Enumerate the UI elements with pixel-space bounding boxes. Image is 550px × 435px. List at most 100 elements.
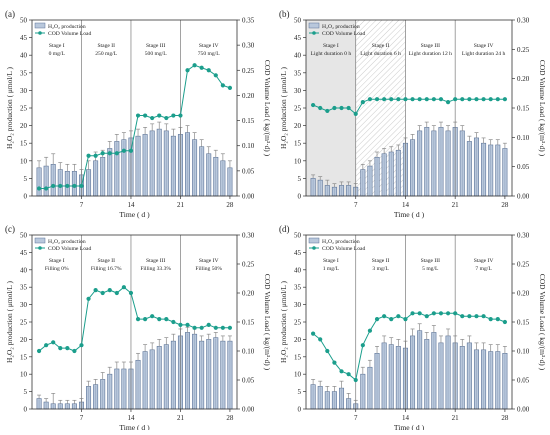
cod-point-day-15 — [135, 317, 141, 322]
cod-point-day-4 — [332, 105, 337, 111]
right-axis-title: COD Volume Load ( kg/(m³·d) ) — [263, 274, 272, 371]
stage-label-4-line-1: Stage IV — [474, 258, 494, 264]
right-tick-label-0.25: 0.25 — [517, 46, 530, 54]
stage-label-2-line-1: Stage II — [97, 43, 115, 49]
x-tick-label-28: 28 — [226, 201, 234, 209]
legend-line-marker — [38, 246, 42, 250]
cod-point-day-12 — [389, 317, 394, 322]
right-tick-label-0.30: 0.30 — [517, 17, 530, 25]
left-tick-label-30: 30 — [294, 301, 302, 309]
left-tick-label-15: 15 — [20, 353, 28, 361]
cod-point-day-10 — [374, 317, 380, 322]
left-tick-label-5: 5 — [24, 175, 28, 183]
cod-point-day-25 — [481, 314, 486, 319]
cod-point-day-11 — [107, 288, 112, 293]
cod-point-day-9 — [367, 328, 373, 333]
cod-point-day-25 — [206, 322, 211, 327]
stage-label-2-line-1: Stage II — [97, 258, 115, 264]
cod-point-day-23 — [192, 325, 197, 330]
stage-label-2-line-2: 3 mg/L — [372, 266, 389, 272]
right-tick-label-0.10: 0.10 — [242, 142, 255, 150]
left-axis-title: H₂O₂ production ( μmol/L ) — [5, 67, 14, 149]
cod-point-day-17 — [424, 97, 429, 102]
left-tick-label-50: 50 — [294, 17, 302, 25]
left-tick-label-35: 35 — [294, 69, 302, 77]
stage-label-2-line-2: Filling 16.7% — [91, 266, 122, 272]
cod-point-day-16 — [143, 113, 148, 118]
cod-point-day-24 — [474, 314, 479, 319]
right-tick-label-0.20: 0.20 — [517, 75, 530, 83]
x-axis-title: Time ( d ) — [394, 423, 425, 430]
cod-point-day-27 — [495, 317, 500, 322]
legend-bar-swatch — [308, 237, 320, 244]
x-tick-label-14: 14 — [402, 414, 410, 422]
right-tick-label-0.10: 0.10 — [517, 348, 530, 356]
cod-point-day-19 — [164, 317, 169, 322]
cod-point-day-4 — [58, 346, 63, 351]
x-tick-label-14: 14 — [402, 201, 410, 209]
right-tick-label-0.10: 0.10 — [242, 348, 255, 356]
cod-point-day-22 — [185, 68, 190, 73]
right-axis-title: COD Volume Load ( kg/(m³·d) ) — [538, 60, 547, 157]
cod-point-day-19 — [164, 115, 169, 121]
left-tick-label-20: 20 — [20, 122, 28, 130]
cod-point-day-21 — [178, 322, 183, 327]
right-tick-label-0.05: 0.05 — [517, 377, 530, 385]
cod-point-day-23 — [467, 314, 472, 319]
right-tick-label-0.00: 0.00 — [517, 193, 530, 201]
cod-point-day-23 — [192, 63, 197, 68]
legend-bar-label: H₂O₂ production — [322, 239, 360, 245]
cod-point-day-3 — [325, 108, 330, 114]
cod-point-day-1 — [36, 186, 42, 191]
left-tick-label-30: 30 — [20, 301, 28, 309]
stage-label-2-line-2: Light duration 6 h — [360, 51, 401, 57]
stage-label-1-line-2: Light duration 0 h — [311, 51, 352, 57]
right-tick-label-0.30: 0.30 — [242, 232, 255, 240]
cod-point-day-24 — [199, 65, 204, 70]
left-tick-label-10: 10 — [20, 371, 28, 379]
left-tick-label-45: 45 — [294, 34, 302, 42]
panel-label: (b) — [279, 9, 290, 19]
x-tick-label-28: 28 — [501, 201, 509, 209]
chart-panel-2: Stage I Light duration 0 h Stage II Light d… — [279, 9, 547, 219]
cod-point-day-15 — [410, 97, 415, 102]
cod-point-day-7 — [353, 111, 358, 116]
cod-point-day-7 — [79, 343, 84, 348]
cod-point-day-4 — [58, 183, 63, 189]
right-tick-label-0.35: 0.35 — [242, 17, 255, 25]
left-tick-label-5: 5 — [298, 388, 302, 396]
stage-label-2-line-1: Stage II — [372, 43, 390, 49]
x-axis-title: Time ( d ) — [394, 210, 425, 219]
cod-point-day-19 — [438, 311, 444, 316]
right-tick-label-0.05: 0.05 — [242, 377, 255, 385]
left-tick-label-45: 45 — [294, 249, 302, 257]
cod-point-day-27 — [220, 83, 225, 88]
right-tick-label-0.15: 0.15 — [517, 319, 530, 327]
left-axis-title: H₂O₂ production ( μmol/L ) — [279, 281, 288, 363]
cod-point-day-26 — [213, 325, 218, 330]
cod-point-day-7 — [79, 183, 84, 189]
cod-point-day-21 — [453, 311, 458, 316]
cod-point-day-21 — [178, 113, 183, 118]
right-tick-label-0.00: 0.00 — [517, 406, 530, 414]
left-tick-label-10: 10 — [20, 157, 28, 165]
cod-point-day-26 — [488, 317, 493, 322]
stage-label-2-line-1: Stage II — [372, 258, 390, 264]
right-tick-label-0.20: 0.20 — [242, 92, 255, 100]
cod-point-day-11 — [107, 151, 112, 156]
right-axis-title: COD Volume Load ( kg/(m³·d) ) — [263, 60, 272, 157]
cod-point-day-6 — [72, 183, 77, 189]
cod-line — [312, 312, 506, 381]
stage-label-3-line-2: Light duration 12 h — [409, 51, 453, 57]
right-tick-label-0.15: 0.15 — [517, 105, 530, 113]
right-tick-label-0.00: 0.00 — [242, 406, 255, 414]
cod-point-day-23 — [467, 97, 472, 102]
cod-point-day-16 — [143, 317, 148, 322]
cod-point-day-9 — [93, 288, 98, 293]
right-tick-label-0.25: 0.25 — [517, 261, 530, 269]
left-tick-label-5: 5 — [24, 388, 28, 396]
left-tick-label-35: 35 — [20, 69, 28, 77]
cod-point-day-3 — [325, 348, 330, 354]
cod-point-day-2 — [44, 343, 49, 348]
left-tick-label-25: 25 — [20, 319, 28, 327]
